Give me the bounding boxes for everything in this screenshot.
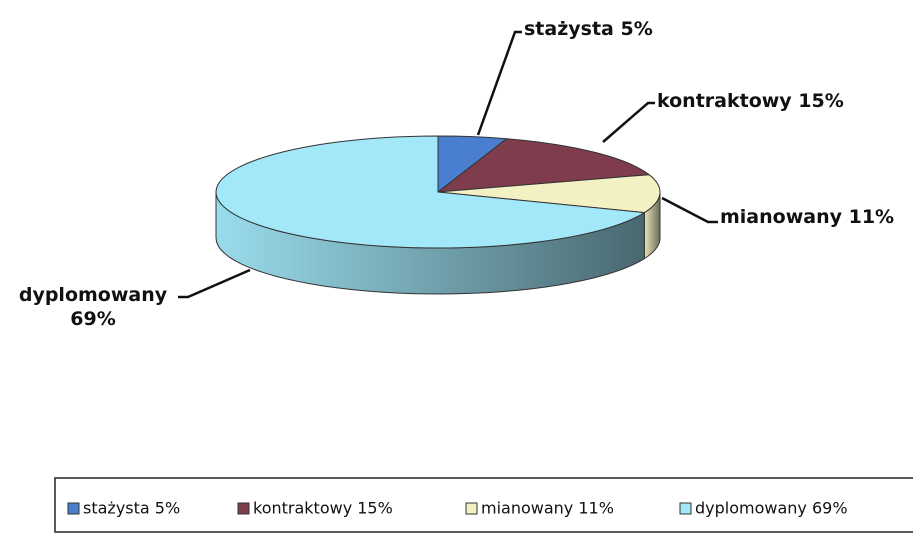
pie-slice	[215, 135, 646, 249]
legend-swatch	[67, 502, 80, 515]
leader-line	[178, 268, 251, 299]
legend-box	[54, 477, 913, 533]
legend: stażysta 5% kontraktowy 15% mianowany 11% d…	[67, 499, 848, 518]
data-label: stażysta 5%	[524, 18, 653, 40]
legend-label: kontraktowy 15%	[253, 499, 393, 518]
pie	[215, 135, 661, 295]
leader-line	[476, 30, 522, 136]
legend-label: mianowany 11%	[481, 499, 614, 518]
data-label: mianowany 11%	[720, 206, 895, 228]
leader-line	[602, 101, 655, 143]
leader-line	[661, 196, 718, 224]
legend-swatch	[237, 502, 250, 515]
legend-label: dyplomowany 69%	[695, 499, 848, 518]
legend-label: stażysta 5%	[83, 499, 180, 518]
pie-slice	[437, 174, 661, 214]
legend-swatch	[679, 502, 692, 515]
data-label: kontraktowy 15%	[657, 90, 844, 112]
legend-swatch	[465, 502, 478, 515]
data-label: dyplomowany 69%	[18, 284, 168, 330]
